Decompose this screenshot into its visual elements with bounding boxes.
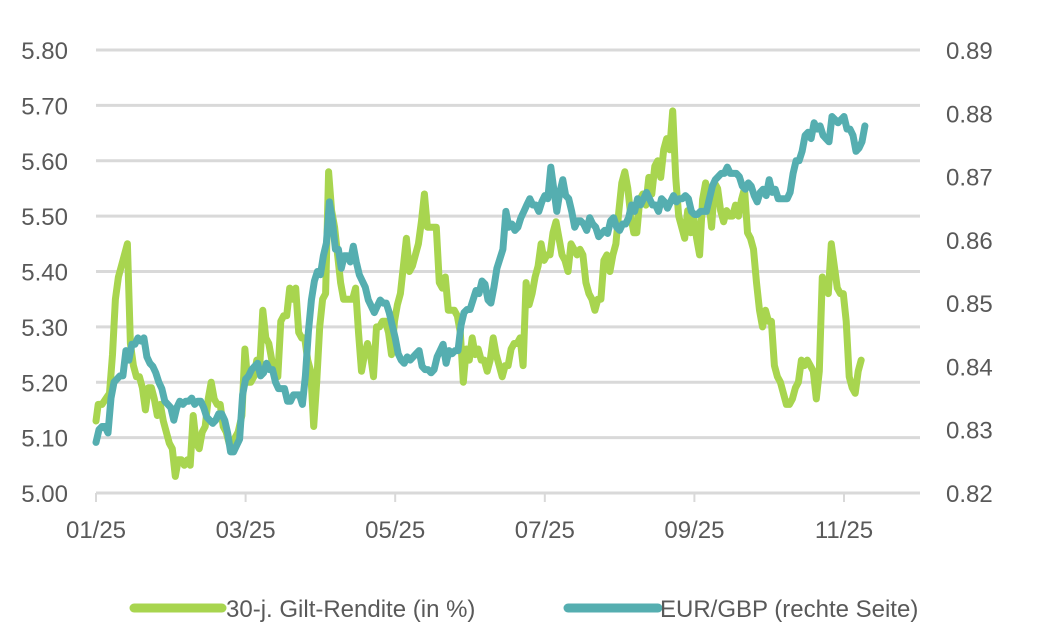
series-line-eurgbp xyxy=(92,113,869,456)
left-y-tick-label: 5.70 xyxy=(21,93,68,120)
left-y-tick-label: 5.00 xyxy=(21,481,68,508)
series-lines xyxy=(92,107,869,480)
legend-item-eurgbp[interactable]: EUR/GBP (rechte Seite) xyxy=(563,596,918,623)
legend: 30-j. Gilt-Rendite (in %) EUR/GBP (recht… xyxy=(129,596,918,623)
right-y-tick-label: 0.82 xyxy=(946,481,993,508)
right-y-tick-label: 0.85 xyxy=(946,291,993,318)
x-tick-label: 05/25 xyxy=(365,517,425,544)
left-y-tick-label: 5.60 xyxy=(21,149,68,176)
x-tick-label: 01/25 xyxy=(66,517,126,544)
right-y-tick-label: 0.89 xyxy=(946,38,993,65)
left-y-tick-label: 5.50 xyxy=(21,204,68,231)
right-y-axis: 0.82 0.83 0.84 0.85 0.86 0.87 0.88 0.89 xyxy=(946,38,993,508)
x-tick-label: 03/25 xyxy=(216,517,276,544)
x-tick-label: 07/25 xyxy=(515,517,575,544)
x-tick-label: 09/25 xyxy=(664,517,724,544)
legend-item-gilt-yield[interactable]: 30-j. Gilt-Rendite (in %) xyxy=(129,596,475,623)
left-y-tick-label: 5.80 xyxy=(21,38,68,65)
x-tick-label: 11/25 xyxy=(815,517,873,544)
right-y-tick-label: 0.86 xyxy=(946,228,993,255)
left-y-tick-label: 5.40 xyxy=(21,260,68,287)
legend-label-eurgbp: EUR/GBP (rechte Seite) xyxy=(660,596,918,623)
left-y-tick-label: 5.30 xyxy=(21,315,68,342)
right-y-tick-label: 0.88 xyxy=(946,101,993,128)
right-y-tick-label: 0.87 xyxy=(946,165,993,192)
left-y-tick-label: 5.20 xyxy=(21,370,68,397)
left-y-axis: 5.00 5.10 5.20 5.30 5.40 5.50 5.60 5.70 5.80 xyxy=(21,38,68,508)
left-y-tick-label: 5.10 xyxy=(21,426,68,453)
right-y-tick-label: 0.83 xyxy=(946,418,993,445)
x-axis: 01/25 03/25 05/25 07/25 09/25 11/25 xyxy=(66,491,920,544)
right-y-tick-label: 0.84 xyxy=(946,354,993,381)
legend-label-gilt-yield: 30-j. Gilt-Rendite (in %) xyxy=(226,596,475,623)
